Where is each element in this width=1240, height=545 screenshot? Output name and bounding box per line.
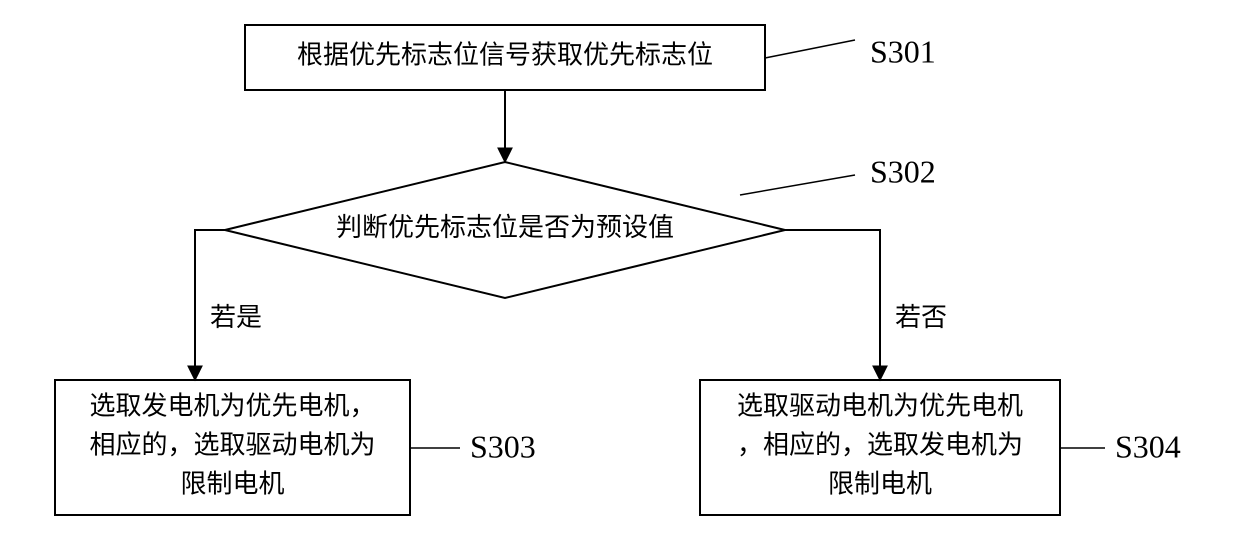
step-label-S303: S303 <box>470 428 536 464</box>
node-n2-line-0: 判断优先标志位是否为预设值 <box>336 213 674 242</box>
node-n2: 判断优先标志位是否为预设值 S302 <box>225 153 936 298</box>
node-n1: 根据优先标志位信号获取优先标志位 S301 <box>245 25 936 90</box>
edge-n2-n3: 若是 <box>195 230 262 380</box>
node-n3: 选取发电机为优先电机， 相应的，选取驱动电机为限制电机 S303 <box>55 380 536 515</box>
node-n1-line-0: 根据优先标志位信号获取优先标志位 <box>297 40 713 69</box>
edge-label-2: 若否 <box>895 303 947 332</box>
node-n4: 选取驱动电机为优先电机 ，相应的，选取发电机为限制电机 S304 <box>700 380 1181 515</box>
node-n3-line-0: 选取发电机为优先电机， <box>89 391 375 420</box>
edge-label-1: 若是 <box>210 303 262 332</box>
node-n4-line-0: 选取驱动电机为优先电机 <box>737 391 1023 420</box>
step-label-S301: S301 <box>870 33 936 69</box>
node-n3-line-2: 限制电机 <box>180 469 284 498</box>
node-n4-line-2: 限制电机 <box>828 469 932 498</box>
step-label-S302: S302 <box>870 153 936 189</box>
step-label-S304: S304 <box>1115 428 1181 464</box>
node-n3-line-1: 相应的，选取驱动电机为 <box>89 430 375 459</box>
node-n4-line-1: ，相应的，选取发电机为 <box>737 430 1023 459</box>
edge-n2-n4: 若否 <box>785 230 947 380</box>
